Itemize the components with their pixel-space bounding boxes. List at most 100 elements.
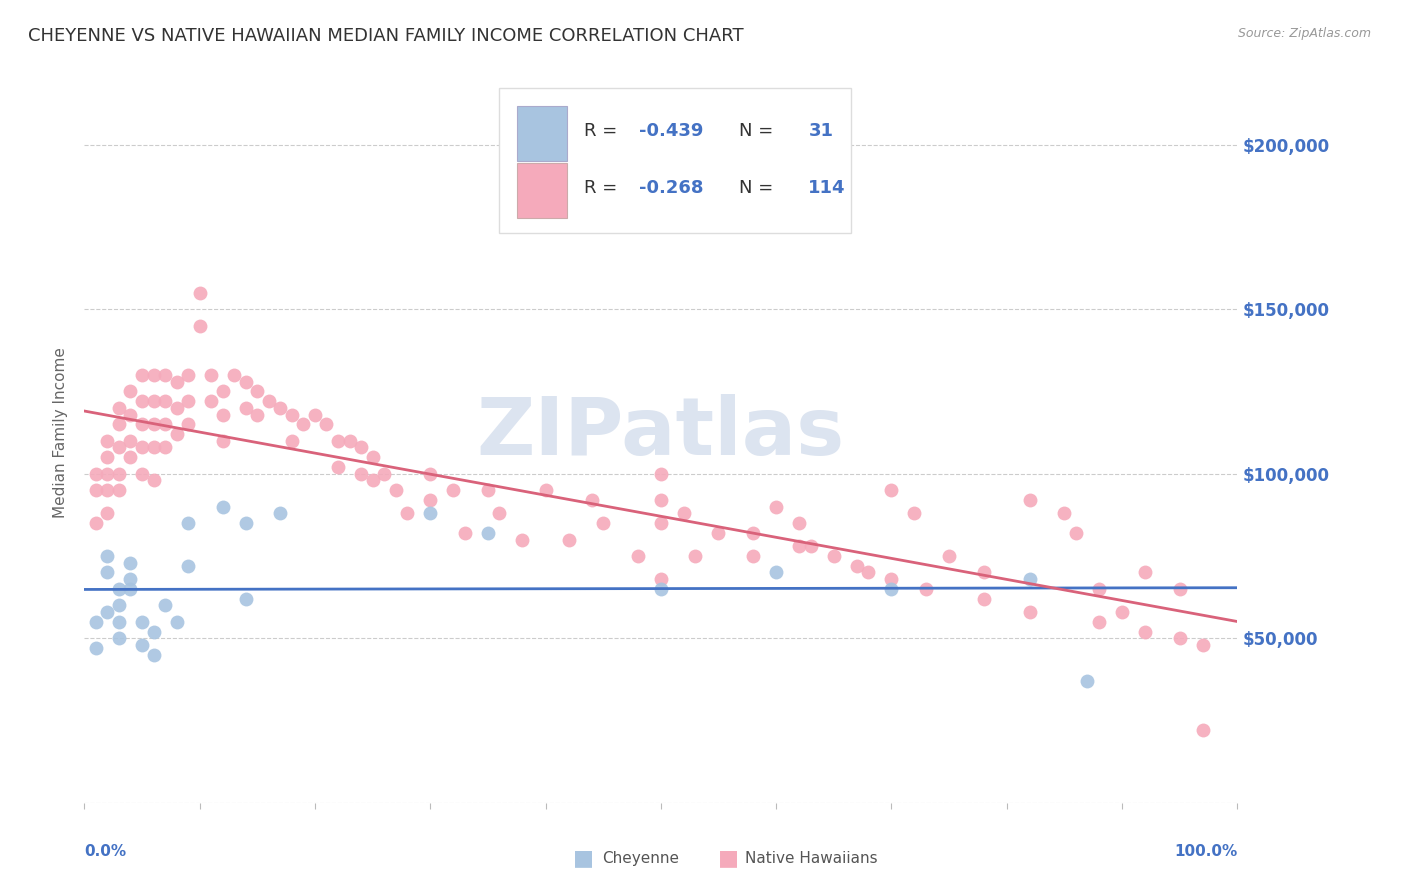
Point: [211, 408, 233, 422]
Text: R =: R =: [583, 121, 617, 139]
Text: 0.0%: 0.0%: [84, 845, 127, 860]
Point: [938, 549, 960, 563]
Point: [880, 572, 903, 586]
Point: [96, 506, 118, 520]
Point: [1088, 615, 1111, 629]
Point: [108, 483, 131, 498]
Point: [627, 549, 650, 563]
Point: [281, 408, 304, 422]
Point: [281, 434, 304, 448]
Point: [108, 417, 131, 432]
Point: [787, 539, 810, 553]
Point: [120, 556, 142, 570]
Point: [557, 533, 579, 547]
Point: [142, 648, 165, 662]
Point: [108, 441, 131, 455]
Text: 114: 114: [808, 179, 846, 197]
Point: [235, 516, 257, 530]
Text: 31: 31: [808, 121, 834, 139]
Point: [211, 434, 233, 448]
Point: [441, 483, 464, 498]
Point: [326, 434, 349, 448]
Point: [765, 500, 787, 514]
Point: [166, 615, 188, 629]
Text: Native Hawaiians: Native Hawaiians: [745, 851, 877, 865]
Point: [650, 572, 672, 586]
Y-axis label: Median Family Income: Median Family Income: [53, 347, 69, 518]
Text: Source: ZipAtlas.com: Source: ZipAtlas.com: [1237, 27, 1371, 40]
Point: [84, 615, 107, 629]
Point: [373, 467, 395, 481]
Point: [339, 434, 361, 448]
Point: [1168, 582, 1191, 596]
Point: [880, 582, 903, 596]
Text: N =: N =: [740, 121, 773, 139]
Point: [142, 624, 165, 639]
Point: [96, 450, 118, 465]
Point: [973, 591, 995, 606]
Point: [1018, 493, 1040, 508]
Point: [800, 539, 823, 553]
Point: [211, 500, 233, 514]
Point: [650, 582, 672, 596]
Point: [211, 384, 233, 399]
Point: [350, 467, 373, 481]
Point: [166, 401, 188, 415]
Point: [787, 516, 810, 530]
Point: [96, 566, 118, 580]
Point: [131, 441, 153, 455]
Point: [120, 408, 142, 422]
Point: [153, 368, 176, 382]
Point: [120, 572, 142, 586]
Point: [246, 408, 269, 422]
Point: [650, 516, 672, 530]
Point: [96, 549, 118, 563]
Point: [361, 473, 384, 487]
FancyBboxPatch shape: [517, 163, 568, 218]
Point: [1168, 632, 1191, 646]
Point: [224, 368, 246, 382]
Text: N =: N =: [740, 179, 773, 197]
Text: -0.268: -0.268: [638, 179, 703, 197]
Point: [880, 483, 903, 498]
Point: [120, 384, 142, 399]
Point: [650, 493, 672, 508]
Point: [142, 394, 165, 409]
Point: [177, 516, 200, 530]
Point: [131, 394, 153, 409]
Point: [477, 526, 499, 541]
Point: [396, 506, 419, 520]
Point: [153, 417, 176, 432]
Point: [512, 533, 534, 547]
Point: [84, 641, 107, 656]
Point: [384, 483, 406, 498]
Point: [1076, 674, 1098, 689]
Point: [419, 493, 441, 508]
Point: [1191, 638, 1213, 652]
Text: R =: R =: [583, 179, 617, 197]
Point: [742, 549, 765, 563]
Point: [1053, 506, 1076, 520]
Point: [246, 384, 269, 399]
Point: [1088, 582, 1111, 596]
Point: [1111, 605, 1133, 619]
Point: [142, 441, 165, 455]
Point: [235, 375, 257, 389]
FancyBboxPatch shape: [517, 106, 568, 161]
Text: Cheyenne: Cheyenne: [602, 851, 679, 865]
Point: [454, 526, 477, 541]
Point: [188, 318, 211, 333]
Point: [650, 467, 672, 481]
Point: [257, 394, 280, 409]
Point: [131, 417, 153, 432]
Text: ■: ■: [574, 848, 593, 868]
Point: [304, 408, 326, 422]
Point: [108, 615, 131, 629]
Point: [84, 516, 107, 530]
Point: [685, 549, 707, 563]
Point: [96, 483, 118, 498]
Point: [915, 582, 938, 596]
Point: [200, 394, 222, 409]
Point: [142, 417, 165, 432]
Point: [315, 417, 337, 432]
